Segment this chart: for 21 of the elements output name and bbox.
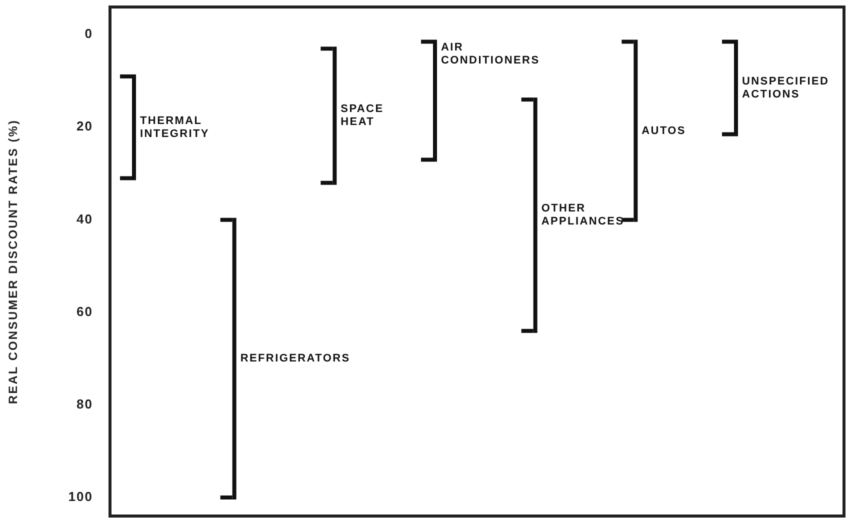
x-tick-label: SPACE HEAT xyxy=(340,103,384,128)
bar xyxy=(232,218,236,500)
bar xyxy=(634,40,638,222)
y-tick-label: 60 xyxy=(76,304,93,319)
bar xyxy=(433,40,437,162)
x-tick-label: OTHER APPLIANCES xyxy=(541,202,624,228)
y-tick-label: 20 xyxy=(76,118,93,134)
x-tick-label: AUTOS xyxy=(642,124,686,137)
bar xyxy=(533,98,538,333)
x-tick-label: AIR CONDITIONERS xyxy=(441,42,540,67)
y-tick-label: 100 xyxy=(68,488,93,504)
y-tick-label: 80 xyxy=(76,396,93,412)
bar xyxy=(132,74,136,180)
y-tick-label: 40 xyxy=(76,211,93,226)
y-tick-label: 0 xyxy=(84,26,93,42)
x-tick-label: THERMAL INTEGRITY xyxy=(140,114,210,140)
bar xyxy=(332,46,337,185)
x-tick-label: REFRIGERATORS xyxy=(240,352,350,365)
x-tick-label: UNSPECIFIED ACTIONS xyxy=(742,75,830,100)
y-axis-title: REAL CONSUMER DISCOUNT RATES (%) xyxy=(6,119,20,404)
bar xyxy=(734,40,738,136)
